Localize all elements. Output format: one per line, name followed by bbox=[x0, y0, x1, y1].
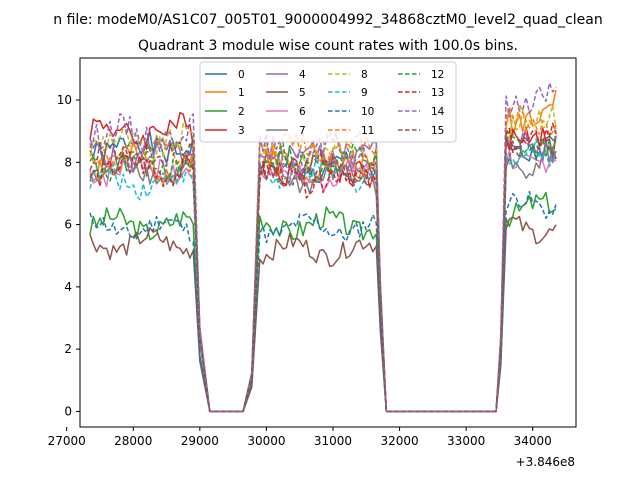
x-tick-label: 33000 bbox=[447, 434, 485, 448]
series-line-13 bbox=[89, 122, 557, 413]
y-tick-label: 2 bbox=[64, 342, 72, 356]
legend-label-5: 5 bbox=[299, 87, 306, 99]
series-layer bbox=[89, 82, 557, 413]
x-axis: 27000 28000 29000 30000 31000 32000 33000 34000 bbox=[48, 427, 552, 448]
y-axis: 0 2 4 6 8 10 bbox=[57, 93, 80, 418]
series-line-14 bbox=[89, 82, 557, 413]
y-tick-label: 6 bbox=[64, 218, 72, 232]
y-tick-label: 8 bbox=[64, 155, 72, 169]
x-tick-label: 27000 bbox=[48, 434, 86, 448]
x-tick-label: 30000 bbox=[247, 434, 285, 448]
legend-label-9: 9 bbox=[361, 87, 368, 99]
legend-label-7: 7 bbox=[299, 125, 306, 137]
legend-label-10: 10 bbox=[361, 106, 374, 118]
plot-frame bbox=[79, 57, 577, 428]
x-tick-label: 29000 bbox=[181, 434, 219, 448]
series-line-5 bbox=[89, 215, 557, 413]
x-tick-label: 28000 bbox=[114, 434, 152, 448]
legend-label-13: 13 bbox=[431, 87, 444, 99]
legend-label-0: 0 bbox=[238, 69, 245, 81]
series-line-10 bbox=[89, 190, 557, 413]
chart-title: Quadrant 3 module wise count rates with … bbox=[138, 38, 518, 54]
y-tick-label: 10 bbox=[57, 93, 72, 107]
legend-label-1: 1 bbox=[238, 87, 245, 99]
legend-label-15: 15 bbox=[431, 125, 444, 137]
y-tick-label: 0 bbox=[64, 404, 72, 418]
legend-label-12: 12 bbox=[431, 69, 444, 81]
x-offset-label: +3.846e8 bbox=[516, 455, 575, 469]
legend-box bbox=[199, 61, 457, 143]
legend-label-11: 11 bbox=[361, 125, 374, 137]
legend-label-2: 2 bbox=[238, 106, 245, 118]
legend-label-4: 4 bbox=[299, 69, 306, 81]
legend-label-3: 3 bbox=[238, 125, 245, 137]
y-tick-label: 4 bbox=[64, 280, 72, 294]
legend-label-8: 8 bbox=[361, 69, 368, 81]
x-tick-label: 34000 bbox=[514, 434, 552, 448]
legend-label-14: 14 bbox=[431, 106, 445, 118]
x-tick-label: 31000 bbox=[314, 434, 352, 448]
legend-label-6: 6 bbox=[299, 106, 306, 118]
figure-suptitle: n file: modeM0/AS1C07_005T01_9000004992_… bbox=[53, 12, 602, 28]
series-line-15 bbox=[89, 136, 557, 413]
x-tick-label: 32000 bbox=[380, 434, 418, 448]
